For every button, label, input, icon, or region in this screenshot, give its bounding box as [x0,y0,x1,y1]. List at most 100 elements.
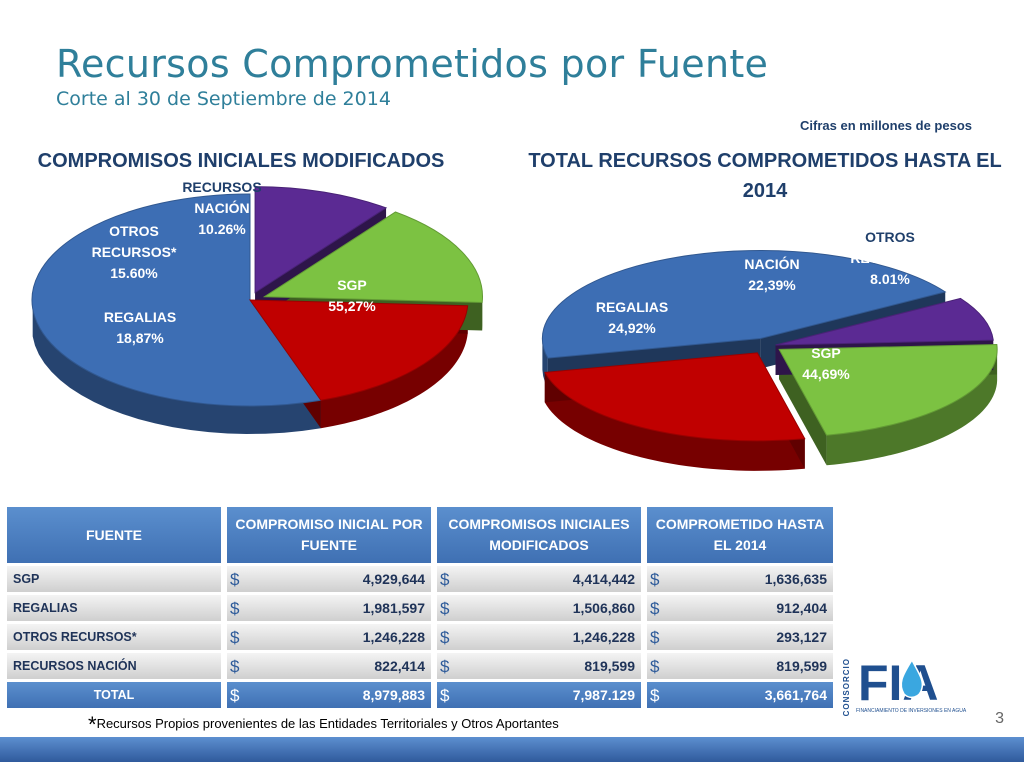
pie2-label-2-line-1: NACIÓN [744,255,799,272]
header-compromisos-modificados: COMPROMISOS INICIALES MODIFICADOS [437,507,647,563]
logo-tagline: FINANCIAMIENTO DE INVERSIONES EN AGUA [856,708,967,714]
pie2-label-3-line-1: RECURSOS [850,250,929,266]
cell-value: 1,246,228 [362,629,425,645]
currency-symbol: $ [230,570,240,589]
table-row: SGP $4,929,644 $4,414,442 $1,636,635 [7,566,839,592]
currency-symbol: $ [650,628,660,647]
pie-charts: SGP 55,27% REGALIAS 18,87% OTROS RECURSOS* 15.… [31,179,998,471]
cell-inicial: $1,981,597 [227,595,437,621]
pie2-label-2-line-2: 22,39% [748,277,796,293]
pie1-label-1-line-1: 18,87% [116,330,164,346]
table-row: REGALIAS $1,981,597 $1,506,860 $912,404 [7,595,839,621]
bottom-bar [0,737,1024,762]
cell-value: 1,506,860 [572,600,635,616]
cell-modificados: $1,506,860 [437,595,647,621]
consorcio-fia-logo: CONSORCIO FIA FINANCIAMIENTO DE INVERSIO… [842,652,972,716]
pie2-slice-0 [541,250,947,359]
currency-symbol: $ [440,657,450,676]
cell-comprometido: $293,127 [647,624,839,650]
logo-vertical-text: CONSORCIO [842,658,851,717]
pie1-label-2-line-0: OTROS [109,223,159,239]
cell-inicial: $1,246,228 [227,624,437,650]
pie2-slice-2-side [826,350,998,466]
header-fuente: FUENTE [7,507,227,563]
pie1-slice-1 [249,299,469,401]
pie1-label-1-line-0: REGALIAS [104,309,176,325]
cell-fuente: TOTAL [7,682,227,708]
currency-symbol: $ [650,570,660,589]
cell-fuente: REGALIAS [7,595,227,621]
currency-symbol: $ [230,599,240,618]
currency-symbol: $ [440,628,450,647]
pie1-label-3-line-1: NACIÓN [194,199,249,216]
logo-mark: FIA [858,655,939,708]
page-title: Recursos Comprometidos por Fuente [56,42,769,86]
pie1-label-2-line-2: 15.60% [110,265,158,281]
pie1-slice-3 [254,186,388,294]
pie2-label-1-line-0: REGALIAS [596,299,668,315]
pie1-slice-0-side [32,308,321,434]
currency-symbol: $ [650,686,660,705]
pie1-label-3-line-0: RECURSOS [182,179,261,195]
pie1-label-2-line-1: RECURSOS* [92,244,177,260]
cell-value: 4,414,442 [572,571,635,587]
header-compromiso-inicial: COMPROMISO INICIAL POR FUENTE [227,507,437,563]
table-row: RECURSOS NACIÓN $822,414 $819,599 $819,599 [7,653,839,679]
pie1-label-0-line-1: 55,27% [328,298,376,314]
cell-comprometido: $3,661,764 [647,682,839,708]
pie1-slice-0 [31,193,322,407]
pie2-label-0-line-0: SGP [811,345,841,361]
footnote-text: Recursos Propios provenientes de las Ent… [96,716,559,731]
cell-value: 3,661,764 [764,687,827,703]
pie1-label-0-line-0: SGP [337,277,367,293]
pie2-slice-1 [543,352,806,442]
footnote-star: * [88,712,97,737]
cell-fuente: OTROS RECURSOS* [7,624,227,650]
cell-value: 819,599 [584,658,635,674]
cell-value: 1,981,597 [362,600,425,616]
chart-2-title: TOTAL RECURSOS COMPROMETIDOS HASTA EL 20… [528,150,1002,202]
water-drop-icon [900,658,924,699]
pie1-slice-1-side [320,305,468,429]
cell-fuente: SGP [7,566,227,592]
cell-fuente: RECURSOS NACIÓN [7,653,227,679]
cell-value: 8,979,883 [362,687,425,703]
cell-value: 4,929,644 [362,571,425,587]
currency-symbol: $ [230,657,240,676]
pie1-label-3-line-2: 10.26% [198,221,246,237]
cell-modificados: $4,414,442 [437,566,647,592]
page-subtitle: Corte al 30 de Septiembre de 2014 [56,88,391,110]
cell-comprometido: $912,404 [647,595,839,621]
cell-value: 293,127 [776,629,827,645]
cell-value: 1,636,635 [764,571,827,587]
pie2-label-0-line-1: 44,69% [802,366,850,382]
cell-modificados: $7,987.129 [437,682,647,708]
pie1-slice-2 [262,211,484,303]
cell-inicial: $822,414 [227,653,437,679]
footnote: *Recursos Propios provenientes de las En… [88,712,559,738]
currency-symbol: $ [650,599,660,618]
currency-symbol: $ [230,686,240,705]
pie2-label-3-line-2: 8.01% [870,271,910,287]
pie2-slice-2 [778,344,998,436]
page-number: 3 [995,710,1004,727]
cell-inicial: $8,979,883 [227,682,437,708]
units-note: Cifras en millones de pesos [800,118,972,133]
cell-modificados: $1,246,228 [437,624,647,650]
table-row: OTROS RECURSOS* $1,246,228 $1,246,228 $293,… [7,624,839,650]
pie2-label-2-line-0: RECURSOS [732,235,811,251]
pie2-label-1-line-1: 24,92% [608,320,656,336]
currency-symbol: $ [440,570,450,589]
table-total-row: TOTAL $8,979,883 $7,987.129 $3,661,764 [7,682,839,708]
cell-value: 7,987.129 [572,687,635,703]
chart-1-title: COMPROMISOS INICIALES MODIFICADOS [37,150,445,172]
pie2-slice-3 [775,297,994,346]
currency-symbol: $ [230,628,240,647]
cell-comprometido: $819,599 [647,653,839,679]
table-header-row: FUENTE COMPROMISO INICIAL POR FUENTE COM… [7,507,839,563]
pie2-slice-1-side [544,372,805,471]
resources-table: FUENTE COMPROMISO INICIAL POR FUENTE COM… [7,504,839,711]
logo-text: FIA [858,655,939,708]
cell-value: 819,599 [776,658,827,674]
header-comprometido-2014: COMPROMETIDO HASTA EL 2014 [647,507,839,563]
